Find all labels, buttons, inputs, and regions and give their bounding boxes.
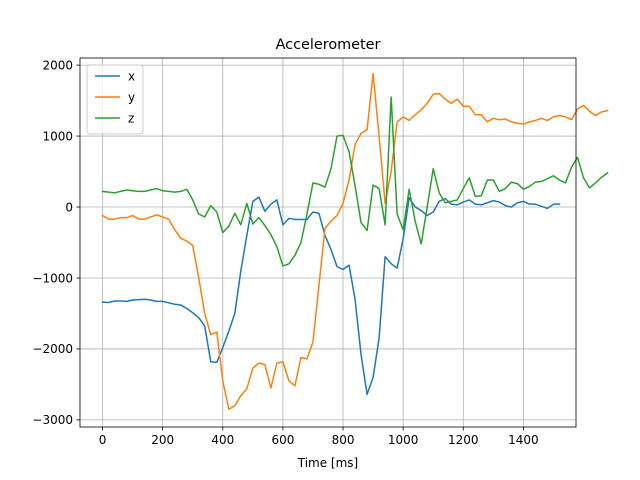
grid [80, 58, 576, 427]
x-tick-label: 800 [332, 433, 355, 447]
x-tick-label: 0 [99, 433, 107, 447]
series-lines [101, 72, 609, 411]
legend: xyz [86, 64, 144, 135]
x-tick-label: 1000 [388, 433, 419, 447]
x-tick-label: 200 [151, 433, 174, 447]
y-tick-label: 0 [65, 200, 73, 214]
x-axis-label: Time [ms] [297, 456, 359, 470]
y-tick-label: −1000 [32, 271, 73, 285]
x-tick-label: 1400 [508, 433, 539, 447]
plot-frame [79, 57, 577, 428]
legend-label-y: y [128, 90, 135, 104]
legend-label-x: x [128, 69, 135, 83]
series-line-y [101, 72, 609, 411]
y-tick-label: −2000 [32, 342, 73, 356]
y-tick-label: 1000 [42, 129, 73, 143]
axis-ticks: 0 200 400 600 800 1000 1200 1400 −3000 −2000 −1000… [32, 58, 538, 447]
legend-box [86, 64, 144, 135]
chart-title: Accelerometer [276, 37, 381, 53]
x-tick-label: 600 [271, 433, 294, 447]
series-line-x [101, 196, 561, 396]
y-tick-label: 2000 [42, 58, 73, 72]
series-line-z [101, 96, 609, 267]
x-tick-label: 400 [211, 433, 234, 447]
x-tick-label: 1200 [448, 433, 479, 447]
y-tick-label: −3000 [32, 413, 73, 427]
legend-label-z: z [128, 111, 134, 125]
